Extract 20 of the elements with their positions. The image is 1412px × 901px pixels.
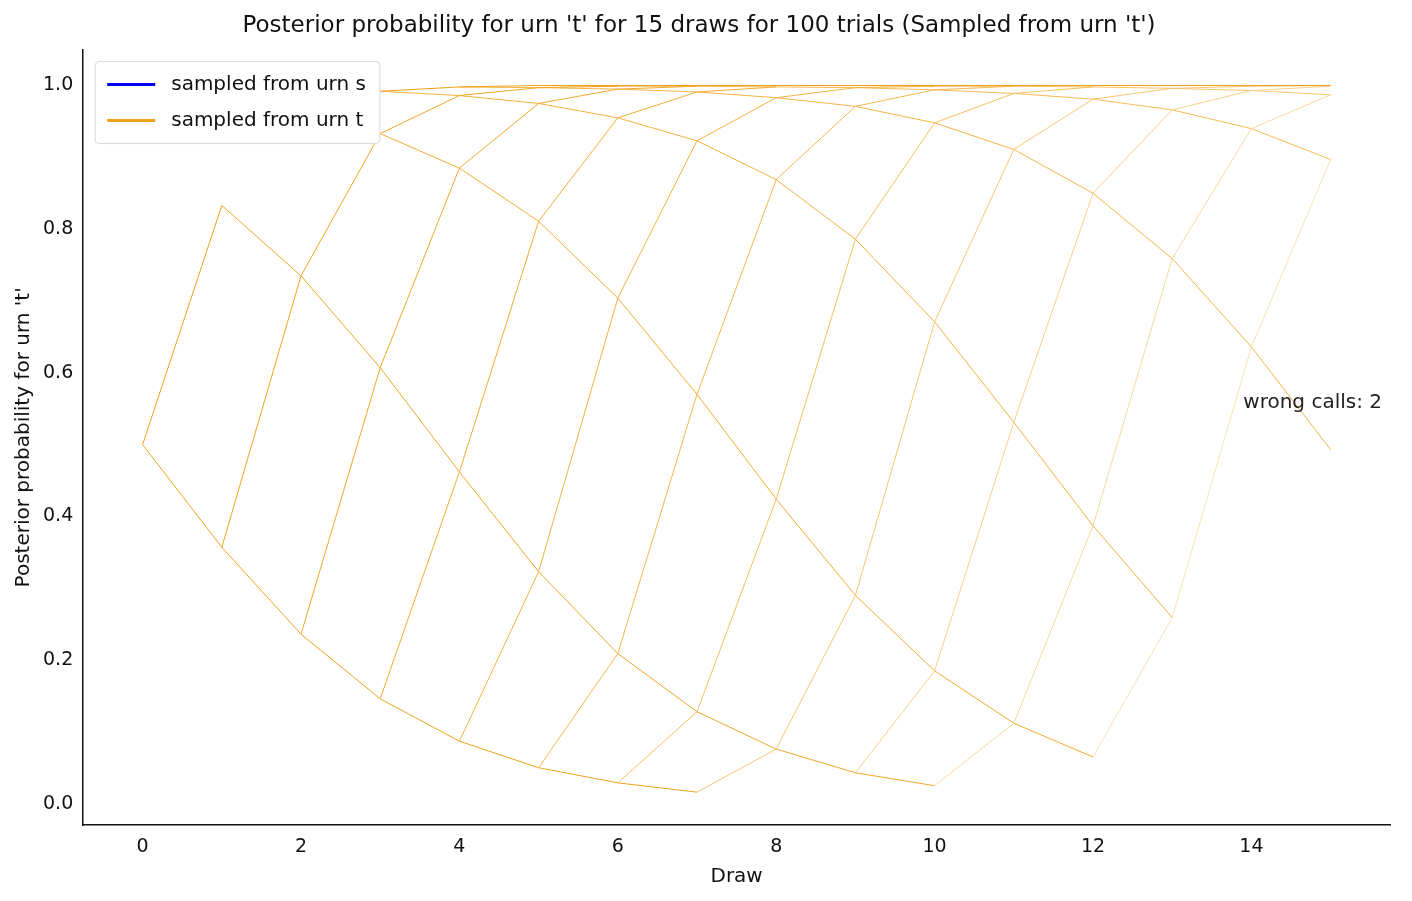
y-tick-label: 0.2 [43, 646, 74, 669]
x-tick-label: 10 [922, 833, 947, 856]
x-tick-label: 2 [294, 833, 308, 856]
y-tick-label: 0.4 [43, 503, 74, 526]
y-tick-label: 0.8 [43, 216, 74, 239]
legend-label: sampled from urn t [171, 106, 364, 131]
y-tick-label: 0.6 [43, 359, 74, 382]
x-tick-label: 6 [611, 833, 624, 856]
x-tick-label: 8 [770, 833, 783, 856]
x-tick-label: 14 [1239, 833, 1264, 856]
x-tick-label: 4 [453, 833, 466, 856]
x-axis-title: Draw [710, 863, 763, 888]
y-tick-label: 1.0 [43, 72, 74, 95]
legend-label: sampled from urn s [171, 70, 366, 95]
y-axis-title: Posterior probability for urn 't' [10, 287, 35, 588]
chart-title: Posterior probability for urn 't' for 15 draws for 100 trials (Sampled from urn 't') [242, 10, 1156, 37]
annotation: wrong calls: 2 [1243, 388, 1382, 413]
x-tick-label: 12 [1080, 833, 1106, 856]
y-tick-label: 0.0 [43, 790, 74, 813]
x-tick-label: 0 [136, 833, 149, 856]
